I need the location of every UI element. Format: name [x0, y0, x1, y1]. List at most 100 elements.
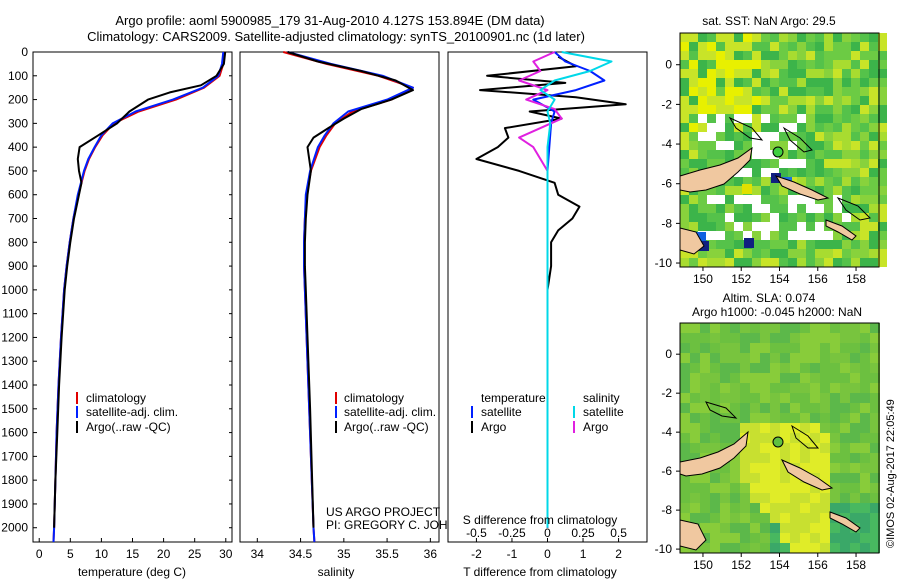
sla-cell	[740, 373, 750, 383]
sst-cell	[698, 123, 707, 132]
sst-cell	[734, 114, 743, 123]
sst-highlight-cell	[742, 184, 752, 194]
sla-cell	[730, 363, 740, 373]
sst-cell	[680, 204, 689, 213]
sst-cell	[824, 132, 833, 141]
sla-cell	[730, 483, 740, 493]
difference-legend: temperature satellite Argo salinity sate…	[471, 391, 624, 434]
sla-cell	[760, 483, 770, 493]
sla-cell	[850, 533, 860, 543]
legend-title-salinity: salinity	[583, 391, 620, 405]
sst-cell	[851, 78, 860, 87]
sla-cell	[780, 393, 790, 403]
sst-cell	[869, 177, 878, 186]
sla-cell	[820, 333, 830, 343]
sla-cell	[790, 443, 800, 453]
sla-cell	[760, 533, 770, 543]
sst-cell	[806, 132, 815, 141]
x-tick-label-4: 20	[157, 547, 171, 561]
sst-cell	[878, 114, 887, 123]
map-x-tick-label-3: 156	[808, 272, 828, 286]
sst-cell	[860, 240, 869, 249]
sla-cell	[760, 443, 770, 453]
sla-cell	[690, 513, 700, 523]
map-y-tick-label-5: -10	[655, 256, 673, 270]
sla-cell	[840, 463, 850, 473]
sst-cell	[770, 69, 779, 78]
sla-cell	[700, 413, 710, 423]
sst-cell	[824, 78, 833, 87]
sst-cell	[869, 132, 878, 141]
sst-cell	[797, 96, 806, 105]
sst-cell	[788, 141, 797, 150]
sla-cell	[720, 323, 730, 333]
sla-cell	[850, 463, 860, 473]
sla-cell	[790, 403, 800, 413]
sst-cell	[878, 213, 887, 222]
salinity-legend: climatology satellite-adj. clim. Argo(..…	[335, 391, 436, 434]
sla-cell	[850, 413, 860, 423]
sst-cell	[743, 159, 752, 168]
sst-cell	[761, 96, 770, 105]
solomon-land	[829, 511, 861, 533]
sst-cell	[707, 150, 716, 159]
sst-cell	[824, 231, 833, 240]
sst-cell	[806, 231, 815, 240]
sst-cell	[779, 258, 788, 267]
sla-cell	[800, 423, 810, 433]
sla-cell	[720, 473, 730, 483]
sla-cell	[850, 443, 860, 453]
sst-cell	[815, 177, 824, 186]
sst-cell	[680, 114, 689, 123]
sla-cell	[750, 523, 760, 533]
sst-cell	[680, 159, 689, 168]
sst-cell	[842, 177, 851, 186]
sla-cell	[710, 353, 720, 363]
sst-cell	[698, 141, 707, 150]
sst-cell	[851, 222, 860, 231]
sla-cell	[860, 473, 870, 483]
t-difference-label: T difference from climatology	[463, 565, 617, 579]
sst-cell	[707, 69, 716, 78]
sla-cell	[700, 383, 710, 393]
sla-cell	[780, 523, 790, 533]
sla-cell	[760, 543, 770, 553]
sst-cell	[860, 249, 869, 258]
sst-cell	[833, 96, 842, 105]
sst-cell	[743, 195, 752, 204]
sst-cell	[806, 78, 815, 87]
sst-cell	[743, 231, 752, 240]
sla-cell	[710, 503, 720, 513]
sst-cell	[824, 33, 833, 42]
series-line-argo-raw-qc-	[287, 51, 414, 528]
sst-cell	[698, 78, 707, 87]
legend-label-t-satellite: satellite	[481, 405, 522, 419]
sla-cell	[870, 443, 880, 453]
sla-cell	[820, 383, 830, 393]
sla-cell	[840, 523, 850, 533]
sst-cell	[770, 141, 779, 150]
island-outline-2	[791, 424, 820, 449]
difference-panel: -2 -1 0 1 2 -0.5 -0.25 0 0.25 0.5 S difference f…	[447, 51, 648, 579]
sst-cell	[878, 60, 887, 69]
sla-cell	[820, 463, 830, 473]
sst-cell	[716, 213, 725, 222]
sst-cell	[806, 204, 815, 213]
sla-cell	[860, 363, 870, 373]
sla-cell	[740, 383, 750, 393]
sla-cell	[850, 493, 860, 503]
sst-cell	[689, 114, 698, 123]
sla-cell	[760, 513, 770, 523]
sst-cell	[833, 177, 842, 186]
sla-cell	[780, 363, 790, 373]
sst-cell	[842, 114, 851, 123]
sst-cell	[815, 69, 824, 78]
sla-cell	[700, 543, 710, 553]
sst-cell	[716, 51, 725, 60]
sst-cell	[752, 33, 761, 42]
sst-cell	[878, 186, 887, 195]
sst-cell	[824, 42, 833, 51]
sst-cell	[689, 78, 698, 87]
sla-cell	[820, 523, 830, 533]
sst-cell	[797, 114, 806, 123]
